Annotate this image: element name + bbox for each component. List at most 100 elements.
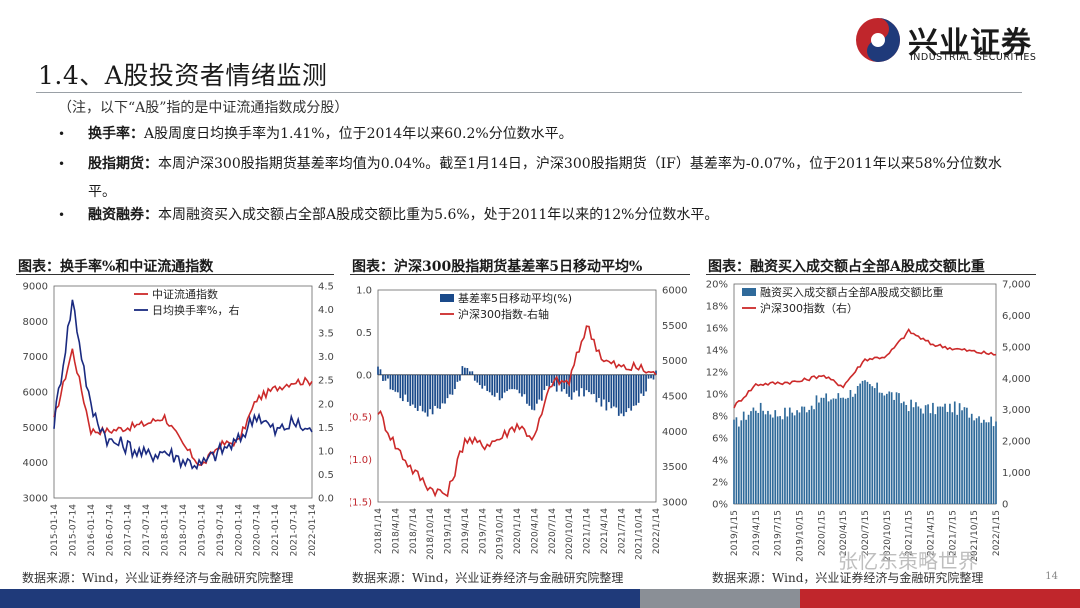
chart1-title-rule — [16, 274, 334, 275]
bar — [468, 371, 471, 375]
y-tick-label-left: 9000 — [23, 282, 48, 293]
bar — [406, 374, 409, 402]
bar — [881, 392, 883, 504]
y-tick-label-right: 3.5 — [318, 329, 334, 340]
y-tick-label-right: 2.5 — [318, 376, 334, 387]
y-tick-label-right: 1,000 — [1002, 468, 1031, 479]
bar — [970, 413, 973, 504]
y-tick-label-right: 0.5 — [318, 470, 334, 481]
bar — [496, 374, 499, 393]
bar — [607, 374, 610, 403]
y-tick-label-right: 3.0 — [318, 352, 334, 363]
bar — [399, 374, 402, 399]
x-tick-label: 2015-01-14 — [50, 504, 60, 557]
bar — [793, 415, 796, 504]
bar — [786, 416, 789, 504]
bar — [434, 374, 436, 406]
bar — [491, 374, 494, 396]
bar — [985, 422, 988, 504]
bar — [919, 408, 922, 504]
bar — [788, 407, 791, 504]
y-tick-label-left: 20% — [706, 280, 728, 291]
x-tick-label: 2022/1/15 — [992, 510, 1002, 556]
y-tick-label-right: 1.0 — [318, 446, 334, 457]
bar — [837, 393, 840, 504]
bar — [635, 374, 638, 406]
bar — [503, 374, 506, 393]
bar — [859, 383, 861, 504]
x-tick-label: 2020/4/15 — [839, 510, 849, 556]
bar — [392, 374, 394, 391]
series-line-right — [377, 325, 657, 498]
bar — [890, 392, 893, 504]
bar — [429, 374, 431, 410]
title-divider — [36, 92, 1022, 93]
bar — [647, 374, 650, 379]
y-tick-label-right: 4.0 — [318, 305, 334, 316]
x-tick-label: 2019/10/14 — [496, 508, 506, 560]
bar — [907, 411, 910, 504]
bar — [488, 374, 491, 393]
bar — [414, 374, 417, 408]
bar — [501, 374, 503, 399]
chart3-margin-ratio: 20% 18% 16% 14% 12% 10% 8% 6% 4% 2% 0% 7,000 6,000 5,… — [706, 280, 1031, 562]
bar — [876, 382, 878, 504]
bar — [798, 412, 801, 504]
bar — [805, 412, 808, 504]
y-tick-label-left: 6% — [712, 434, 728, 445]
bar — [595, 374, 598, 403]
y-tick-label-right: 5,000 — [1002, 342, 1031, 353]
y-tick-label-right: 6,000 — [1002, 311, 1031, 322]
y-tick-label-left: 4000 — [23, 458, 48, 469]
bar — [929, 413, 932, 504]
bar — [825, 393, 828, 504]
y-tick-label-left: 4% — [712, 456, 728, 467]
bar — [523, 374, 526, 395]
y-tick-label-left: 0.5 — [356, 328, 372, 339]
x-tick-label: 2020-01-14 — [234, 504, 244, 557]
bar — [878, 392, 881, 504]
bar — [827, 401, 830, 504]
x-tick-label: 2020/4/14 — [530, 508, 540, 554]
bar — [444, 374, 446, 404]
legend-label: 日均换手率%，右 — [152, 303, 239, 317]
bar — [898, 393, 900, 504]
bar — [550, 374, 553, 383]
chart3-source: 数据来源：Wind，兴业证券经济与金融研究院整理 — [712, 571, 984, 585]
y-tick-label-left: 16% — [706, 324, 728, 335]
y-tick-label-right: 7,000 — [1002, 280, 1031, 291]
chart1-title: 图表：换手率%和中证流通指数 — [18, 259, 214, 275]
bar — [575, 374, 578, 391]
bar — [762, 410, 764, 504]
x-tick-label: 2021/7/15 — [948, 510, 958, 556]
bar — [518, 374, 521, 394]
bar — [956, 414, 959, 504]
bar — [493, 374, 496, 397]
bar — [451, 374, 454, 395]
y-tick-label-left: 12% — [706, 368, 728, 379]
bar — [476, 374, 479, 383]
bar — [508, 374, 511, 390]
bar — [849, 389, 852, 504]
legend-swatch — [440, 294, 454, 302]
x-tick-label: 2019/4/14 — [461, 508, 471, 554]
bar — [883, 395, 886, 504]
bar — [764, 414, 767, 504]
logo-mark-icon — [856, 18, 900, 62]
x-tick-label: 2019/10/15 — [796, 510, 806, 562]
x-tick-label: 2022/1/14 — [652, 508, 662, 554]
x-tick-label: 2019/7/15 — [774, 510, 784, 556]
y-tick-label-right: 5000 — [662, 356, 687, 367]
chart3-title: 图表：融资买入成交额占全部A股成交额比重 — [708, 259, 985, 275]
plot-frame — [377, 289, 657, 503]
y-tick-label-right: 1.5 — [318, 423, 334, 434]
bar — [767, 410, 769, 504]
bar — [852, 396, 854, 504]
bullet-margin: • 融资融券：本周融资买入成交额占全部A股成交额比重为5.6%，处于2011年以… — [58, 205, 1018, 225]
bar — [990, 416, 992, 504]
series-line-right — [733, 327, 997, 409]
y-tick-label-left: 8000 — [23, 317, 48, 328]
bar — [446, 374, 449, 399]
bar — [404, 374, 407, 395]
bar — [481, 374, 484, 389]
